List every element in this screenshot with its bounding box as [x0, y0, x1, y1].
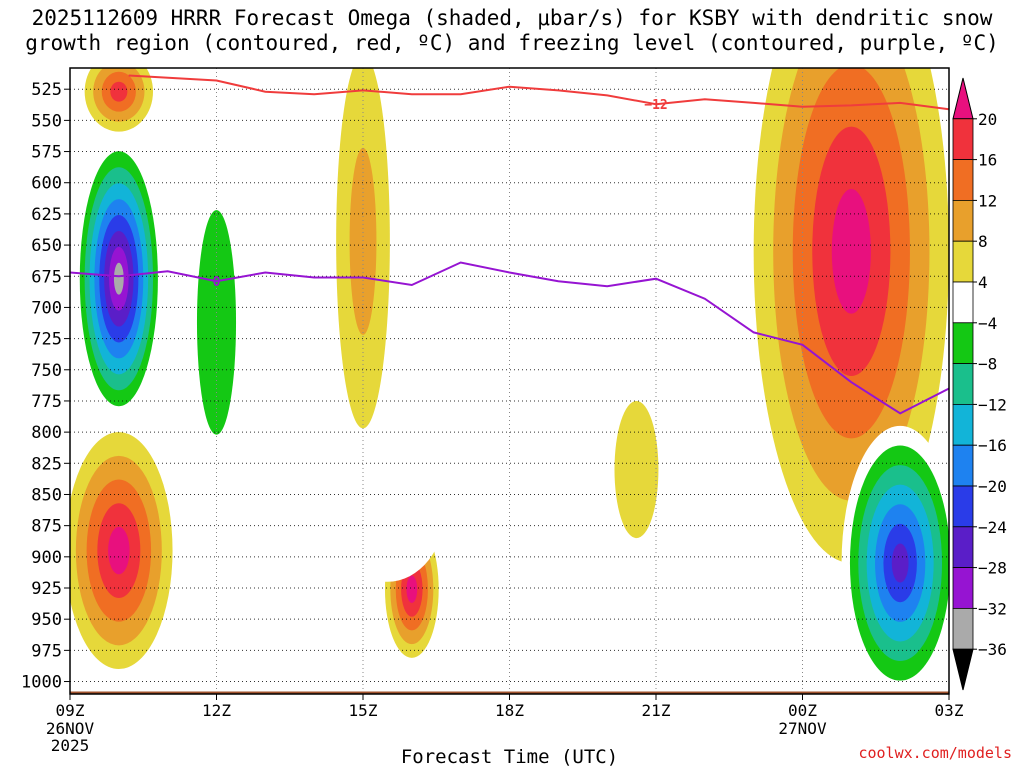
colorbar-bin-12	[952, 567, 974, 609]
colorbar-bin-9	[952, 444, 974, 487]
dendritic-contour-label: −12	[644, 98, 667, 113]
y-tick-label-850: 850	[31, 485, 62, 505]
colorbar-label-10: −24	[978, 518, 1007, 537]
omega-level-20	[831, 188, 871, 314]
colorbar-bin-13	[952, 608, 974, 650]
y-tick-label-600: 600	[31, 174, 62, 194]
x-tick-year-09Z: 2025	[51, 736, 90, 755]
omega-level-20	[406, 575, 418, 603]
colorbar-bin-1	[952, 118, 974, 161]
colorbar-bin-2	[952, 159, 974, 201]
colorbar-label-6: −8	[978, 355, 997, 374]
omega-level-neg28	[891, 543, 909, 583]
x-tick-label-15Z: 15Z	[349, 701, 378, 720]
y-tick-label-625: 625	[31, 205, 62, 225]
omega-feature-ascent-core-upper-left	[74, 135, 163, 423]
colorbar-bin-6	[952, 322, 974, 364]
colorbar-bin-10	[952, 485, 974, 528]
y-tick-label-800: 800	[31, 423, 62, 443]
x-axis-title: Forecast Time (UTC)	[401, 746, 618, 768]
colorbar-label-2: 12	[978, 191, 997, 210]
chart-title-line-1: 2025112609 HRRR Forecast Omega (shaded, …	[31, 6, 993, 30]
omega-level-4	[614, 400, 659, 539]
y-tick-label-725: 725	[31, 330, 62, 350]
colorbar-cap-top	[952, 77, 974, 120]
terrain-fill	[70, 691, 949, 694]
colorbar-cap-bottom	[952, 648, 974, 691]
y-tick-label-925: 925	[31, 579, 62, 599]
colorbar-label-13: −36	[978, 640, 1007, 659]
y-tick-label-700: 700	[31, 298, 62, 318]
omega-feature-ascent-band-12z	[177, 97, 256, 547]
y-tick-label-675: 675	[31, 267, 62, 287]
y-tick-label-650: 650	[31, 236, 62, 256]
colorbar-label-9: −20	[978, 477, 1007, 496]
x-tick-label-09Z: 09Z	[56, 701, 85, 720]
colorbar-bin-3	[952, 199, 974, 242]
y-tick-label-750: 750	[31, 361, 62, 381]
colorbar-label-1: 16	[978, 151, 997, 170]
colorbar-bin-7	[952, 363, 974, 405]
y-tick-label-525: 525	[31, 80, 62, 100]
colorbar-label-4: 4	[978, 273, 988, 292]
freezing-level-contour-label: 0	[213, 275, 221, 290]
colorbar-bin-8	[952, 403, 974, 446]
omega-level-neg36	[113, 262, 124, 295]
freezing-level-contour-line	[70, 261, 949, 415]
gridlines	[69, 68, 950, 694]
y-tick-label-775: 775	[31, 392, 62, 412]
y-tick-label-575: 575	[31, 143, 62, 163]
omega-feature-subsidence-20z	[614, 400, 659, 539]
dendritic-contour-line	[128, 74, 949, 111]
colorbar-label-5: −4	[978, 314, 997, 333]
chart-title: 2025112609 HRRR Forecast Omega (shaded, …	[0, 6, 1024, 56]
omega-feature-subsidence-lower-left	[70, 432, 173, 670]
x-tick-date-00Z: 27NOV	[778, 719, 827, 738]
colorbar: 20 16 12 8 4 −4 −8 −12 −16 −20 −24 −28 −32 −36	[952, 77, 1007, 691]
colorbar-label-8: −16	[978, 436, 1007, 455]
y-tick-label-875: 875	[31, 517, 62, 537]
omega-feature-ascent-15z	[328, 432, 447, 582]
source-credit: coolwx.com/models	[858, 744, 1012, 762]
omega-level-20	[108, 526, 130, 575]
omega-feature-subsidence-evening	[753, 68, 949, 563]
colorbar-label-3: 8	[978, 232, 988, 251]
omega-level-neg8	[196, 210, 237, 435]
x-tick-label-00Z: 00Z	[788, 701, 817, 720]
omega-feature-subsidence-upper-left	[84, 68, 154, 132]
omega-field	[70, 68, 949, 694]
colorbar-label-0: 20	[978, 110, 997, 129]
colorbar-label-12: −32	[978, 599, 1007, 618]
chart-title-line-2: growth region (contoured, red, ºC) and f…	[25, 31, 999, 55]
x-tick-label-21Z: 21Z	[642, 701, 671, 720]
y-tick-label-900: 900	[31, 548, 62, 568]
y-tick-label-825: 825	[31, 454, 62, 474]
x-tick-label-12Z: 12Z	[202, 701, 231, 720]
y-axis: 525 550 575 600 625 650 675 700 725 750 775 800 825 8…	[21, 80, 70, 693]
colorbar-bin-5	[952, 281, 974, 324]
colorbar-bin-4	[952, 240, 974, 283]
omega-feature-ascent-late	[841, 425, 949, 694]
y-tick-label-975: 975	[31, 641, 62, 661]
y-tick-label-950: 950	[31, 610, 62, 630]
colorbar-label-7: −12	[978, 395, 1007, 414]
x-tick-label-18Z: 18Z	[495, 701, 524, 720]
y-tick-label-550: 550	[31, 111, 62, 131]
y-tick-label-1000: 1000	[21, 673, 62, 693]
omega-level-8	[349, 147, 377, 335]
colorbar-label-11: −28	[978, 559, 1007, 578]
x-tick-date-09Z: 26NOV	[46, 719, 95, 738]
colorbar-bin-11	[952, 526, 974, 568]
omega-level-16	[110, 81, 128, 102]
x-tick-label-03Z: 03Z	[935, 701, 964, 720]
omega-level-neg4	[328, 432, 447, 582]
